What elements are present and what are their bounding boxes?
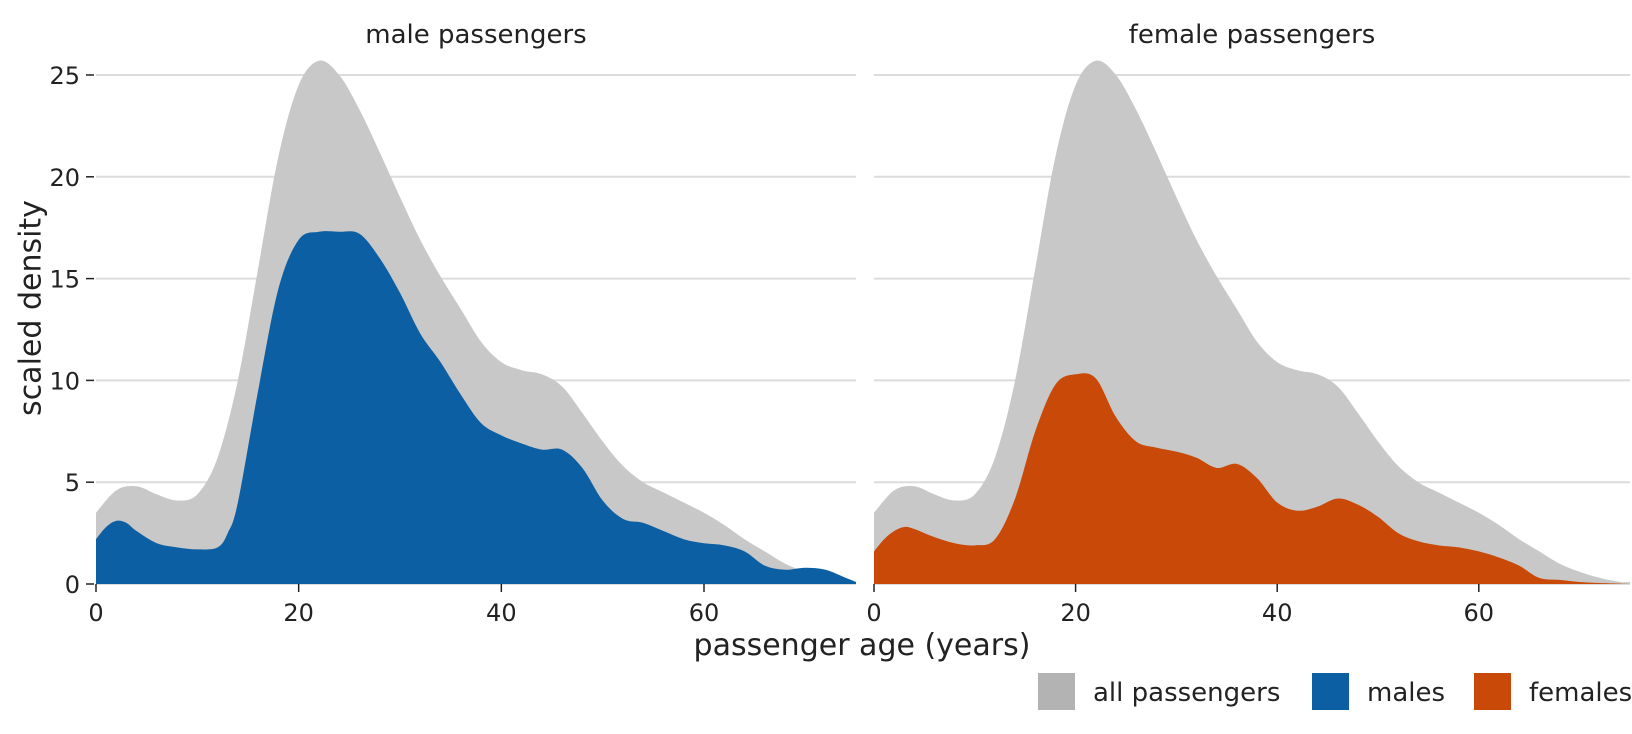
y-tick-label: 15 xyxy=(49,266,80,294)
x-tick-label: 60 xyxy=(1464,599,1495,627)
facet-title: female passengers xyxy=(1129,20,1376,50)
x-tick-label: 0 xyxy=(866,599,881,627)
legend-label-males: males xyxy=(1367,678,1445,708)
y-tick-label: 25 xyxy=(49,62,80,90)
x-axis-title: passenger age (years) xyxy=(694,628,1031,663)
y-tick-label: 5 xyxy=(65,469,80,497)
y-tick-label: 10 xyxy=(49,367,80,395)
area-females xyxy=(874,373,1630,584)
y-axis-title: scaled density xyxy=(14,200,49,416)
area-males xyxy=(96,231,856,584)
legend-swatch-all-passengers xyxy=(1038,673,1075,710)
x-tick-label: 40 xyxy=(486,599,517,627)
legend: all passengers males females xyxy=(1038,673,1632,710)
y-tick-label: 0 xyxy=(65,571,80,599)
legend-swatch-males xyxy=(1312,673,1349,710)
facet-panels: male passengers 0 20 40 60 0 5 10 15 20 25 female p… xyxy=(49,20,1630,627)
x-tick-label: 20 xyxy=(1060,599,1091,627)
panel-male: male passengers 0 20 40 60 0 5 10 15 20 25 xyxy=(49,20,856,627)
legend-label-females: females xyxy=(1529,678,1632,708)
facet-title: male passengers xyxy=(365,20,586,50)
x-tick-label: 0 xyxy=(88,599,103,627)
y-tick-label: 20 xyxy=(49,164,80,192)
x-tick-label: 20 xyxy=(283,599,314,627)
x-tick-label: 40 xyxy=(1262,599,1293,627)
x-tick-label: 60 xyxy=(689,599,720,627)
legend-label-all-passengers: all passengers xyxy=(1093,678,1280,708)
panel-female: female passengers 0 20 40 60 xyxy=(866,20,1630,627)
legend-swatch-females xyxy=(1474,673,1511,710)
